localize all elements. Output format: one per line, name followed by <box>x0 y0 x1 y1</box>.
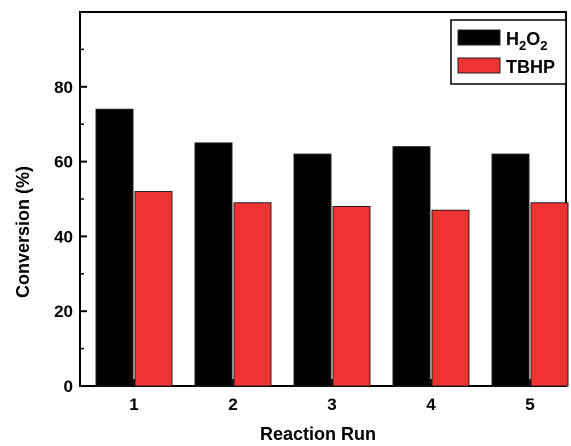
y-axis-title: Conversion (%) <box>13 166 33 298</box>
bar-h2o2-run-5 <box>491 153 530 387</box>
bar-tbhp-run-1 <box>134 191 173 387</box>
bar-tbhp-run-4 <box>431 209 470 387</box>
x-tick-label: 5 <box>525 395 534 414</box>
y-tick-label: 0 <box>64 377 73 396</box>
y-axis: 0 20 40 60 80 <box>54 48 87 396</box>
x-axis: 1 2 3 4 5 <box>129 379 535 414</box>
y-tick-label: 20 <box>54 302 73 321</box>
bar-tbhp-run-5 <box>530 202 569 387</box>
x-axis-title: Reaction Run <box>260 424 376 444</box>
x-tick-label: 3 <box>327 395 336 414</box>
legend-label: H2O2 <box>506 29 547 53</box>
y-tick-label: 40 <box>54 227 73 246</box>
y-tick-label: 60 <box>54 153 73 172</box>
legend-swatch <box>457 29 501 46</box>
legend: H2O2 TBHP <box>450 19 567 85</box>
bar-h2o2-run-2 <box>194 142 233 387</box>
x-tick-label: 2 <box>228 395 237 414</box>
legend-swatch <box>457 57 501 74</box>
legend-label: TBHP <box>506 57 555 77</box>
bar-tbhp-run-2 <box>233 202 272 387</box>
x-tick-label: 1 <box>129 395 138 414</box>
bar-h2o2-run-3 <box>293 153 332 387</box>
bars <box>95 108 569 387</box>
y-tick-label: 80 <box>54 78 73 97</box>
bar-tbhp-run-3 <box>332 205 371 387</box>
x-tick-label: 4 <box>426 395 436 414</box>
bar-h2o2-run-1 <box>95 108 134 387</box>
bar-h2o2-run-4 <box>392 146 431 387</box>
